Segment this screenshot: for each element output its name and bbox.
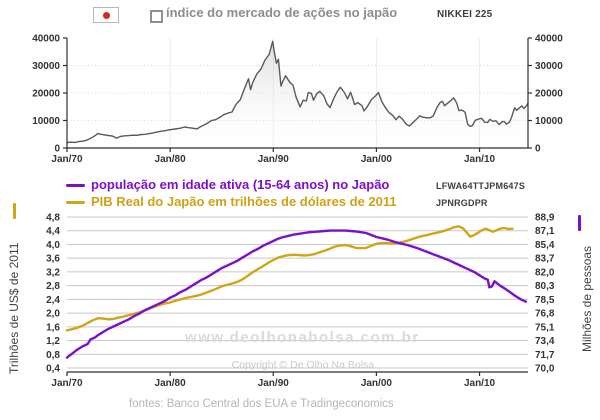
svg-text:1,2: 1,2	[46, 336, 60, 347]
svg-text:40000: 40000	[535, 34, 563, 45]
svg-text:76,8: 76,8	[535, 309, 555, 320]
svg-text:71,7: 71,7	[535, 350, 555, 361]
svg-text:0,8: 0,8	[46, 350, 60, 361]
svg-text:1,6: 1,6	[46, 322, 60, 333]
svg-text:75,1: 75,1	[535, 322, 555, 333]
svg-text:4,0: 4,0	[46, 240, 60, 251]
copyright-text: Copyright © De Olho Na Bolsa	[231, 359, 375, 371]
svg-text:Jan/10: Jan/10	[464, 378, 496, 389]
nikkei-code: NIKKEI 225	[437, 9, 493, 20]
svg-text:20000: 20000	[32, 89, 60, 100]
gdp-axis-marker	[13, 203, 16, 219]
svg-text:83,7: 83,7	[535, 254, 555, 265]
svg-text:Jan/00: Jan/00	[361, 154, 393, 165]
svg-text:73,4: 73,4	[535, 336, 555, 347]
svg-text:Jan/80: Jan/80	[155, 154, 187, 165]
svg-text:Jan/10: Jan/10	[464, 154, 496, 165]
gdp-legend-item[interactable]	[66, 201, 85, 204]
japan-flag-icon	[93, 7, 119, 23]
svg-text:82,0: 82,0	[535, 267, 555, 278]
svg-text:40000: 40000	[32, 34, 60, 45]
sources-text: fontes: Banco Central dos EUA e Tradinge…	[129, 398, 394, 410]
population-gdp-chart: 4,8 4,4 4,0 3,6 3,2 2,8 2,4 2,0 1,6 1,2 0,8 0,4 88,9…	[46, 213, 555, 390]
japan-flag-circle	[102, 11, 110, 19]
svg-text:0: 0	[535, 144, 541, 155]
svg-text:85,4: 85,4	[535, 240, 555, 251]
svg-text:0,4: 0,4	[46, 364, 60, 375]
nikkei-chart: 0 10000 20000 30000 40000 0 10000 20000 30000 400…	[32, 34, 563, 166]
nikkei-chart-title: índice do mercado de ações no japão	[166, 5, 398, 20]
watermark: www.deolhonabolsa.com.br	[185, 329, 420, 346]
population-legend-dash	[66, 184, 85, 187]
svg-text:10000: 10000	[32, 116, 60, 127]
svg-text:Jan/90: Jan/90	[258, 378, 290, 389]
svg-text:2,8: 2,8	[46, 281, 60, 292]
svg-text:30000: 30000	[32, 61, 60, 72]
gdp-legend-dash	[66, 201, 85, 204]
svg-text:4,4: 4,4	[46, 226, 60, 237]
svg-text:Jan/70: Jan/70	[51, 378, 83, 389]
svg-text:3,2: 3,2	[46, 267, 60, 278]
svg-text:2,0: 2,0	[46, 309, 60, 320]
population-label: população em idade ativa (15-64 anos) no…	[91, 177, 390, 192]
svg-text:Jan/00: Jan/00	[361, 378, 393, 389]
svg-text:80,3: 80,3	[535, 281, 555, 292]
svg-text:Jan/90: Jan/90	[258, 154, 290, 165]
left-axis-title: Trilhões de US$ de 2011	[7, 242, 21, 374]
svg-text:3,6: 3,6	[46, 254, 60, 265]
svg-text:87,1: 87,1	[535, 226, 555, 237]
svg-text:20000: 20000	[535, 89, 563, 100]
svg-text:10000: 10000	[535, 116, 563, 127]
right-axis-title: Milhões de pessoas	[580, 245, 594, 352]
gdp-label: PIB Real do Japão em trilhões de dólares…	[91, 194, 397, 209]
gdp-code: JPNRGDPR	[436, 198, 488, 208]
svg-text:70,0: 70,0	[535, 364, 555, 375]
svg-text:4,8: 4,8	[46, 213, 60, 224]
svg-text:88,9: 88,9	[535, 213, 555, 224]
population-code: LFWA64TTJPM647S	[436, 181, 526, 191]
nikkei-legend-checkbox[interactable]	[150, 10, 163, 23]
population-legend-item[interactable]	[66, 184, 85, 187]
svg-text:2,4: 2,4	[46, 295, 60, 306]
svg-text:0: 0	[54, 144, 60, 155]
svg-text:30000: 30000	[535, 61, 563, 72]
population-axis-marker	[578, 215, 581, 231]
svg-text:Jan/70: Jan/70	[51, 154, 83, 165]
svg-text:Jan/80: Jan/80	[155, 378, 187, 389]
svg-text:78,5: 78,5	[535, 295, 555, 306]
